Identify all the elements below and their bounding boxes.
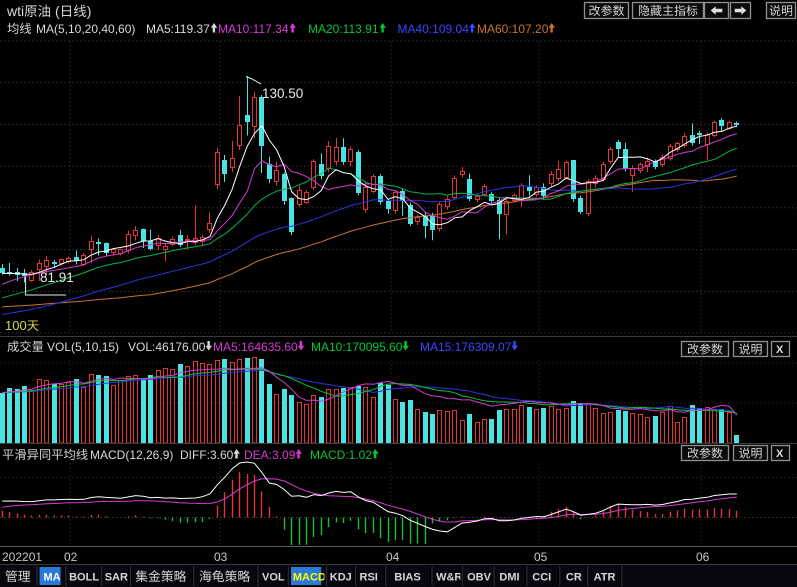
svg-text:ATR: ATR (594, 572, 616, 584)
svg-text:03: 03 (214, 550, 228, 564)
svg-text:MA10:117.34: MA10:117.34 (218, 22, 289, 36)
svg-text:W&R: W&R (436, 572, 462, 584)
svg-text:MA60:107.20: MA60:107.20 (477, 22, 549, 36)
svg-text:100: 100 (5, 318, 27, 333)
svg-text:02: 02 (64, 550, 78, 564)
svg-text:): ) (87, 3, 92, 19)
svg-text:OBV: OBV (467, 572, 492, 584)
svg-text:wti: wti (6, 3, 24, 19)
svg-text:DMI: DMI (499, 572, 519, 584)
svg-text:81.91: 81.91 (40, 270, 74, 285)
svg-text:RSI: RSI (360, 572, 378, 584)
svg-text:MACD(12,26,9): MACD(12,26,9) (90, 448, 173, 462)
svg-text:VOL: VOL (262, 572, 285, 584)
svg-text:SAR: SAR (105, 572, 128, 584)
svg-text:MACD: MACD (293, 572, 326, 584)
svg-text:MA10:170095.60: MA10:170095.60 (311, 340, 403, 354)
svg-text:VOL:46176.00: VOL:46176.00 (128, 340, 206, 354)
svg-text:MA(5,10,20,40,60): MA(5,10,20,40,60) (36, 22, 135, 36)
svg-text:05: 05 (534, 550, 548, 564)
svg-text:MA20:113.91: MA20:113.91 (308, 22, 379, 36)
svg-text:MA15:176309.07: MA15:176309.07 (420, 340, 512, 354)
svg-text:DEA:3.09: DEA:3.09 (244, 448, 296, 462)
svg-text:MA5:164635.60: MA5:164635.60 (213, 340, 298, 354)
svg-text:202201: 202201 (2, 550, 42, 564)
svg-text:KDJ: KDJ (330, 572, 352, 584)
svg-text:BIAS: BIAS (394, 572, 420, 584)
svg-text:CCI: CCI (532, 572, 551, 584)
svg-text:DIFF:3.60: DIFF:3.60 (180, 448, 234, 462)
svg-text:CR: CR (566, 572, 582, 584)
svg-text:MA40:109.04: MA40:109.04 (398, 22, 470, 36)
svg-text:(: ( (51, 3, 60, 19)
svg-text:BOLL: BOLL (69, 572, 99, 584)
svg-text:MA: MA (44, 572, 61, 584)
svg-text:X: X (776, 344, 784, 356)
svg-text:04: 04 (386, 550, 400, 564)
svg-text:130.50: 130.50 (262, 86, 303, 101)
svg-text:VOL(5,10,15): VOL(5,10,15) (47, 340, 119, 354)
svg-text:MA5:119.37: MA5:119.37 (146, 22, 210, 36)
svg-text:MACD:1.02: MACD:1.02 (310, 448, 372, 462)
svg-text:X: X (776, 448, 784, 460)
svg-text:06: 06 (696, 550, 710, 564)
